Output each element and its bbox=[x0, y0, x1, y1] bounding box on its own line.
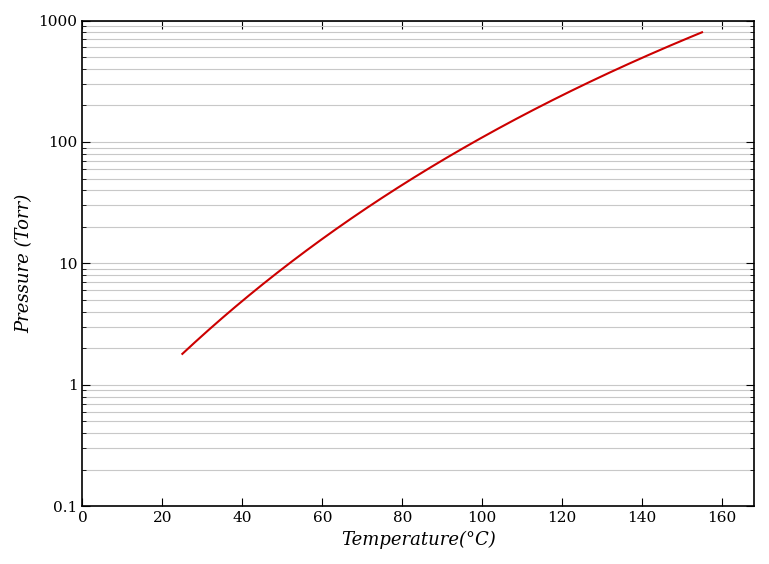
X-axis label: Temperature(°C): Temperature(°C) bbox=[341, 531, 495, 549]
Y-axis label: Pressure (Torr): Pressure (Torr) bbox=[15, 194, 33, 333]
